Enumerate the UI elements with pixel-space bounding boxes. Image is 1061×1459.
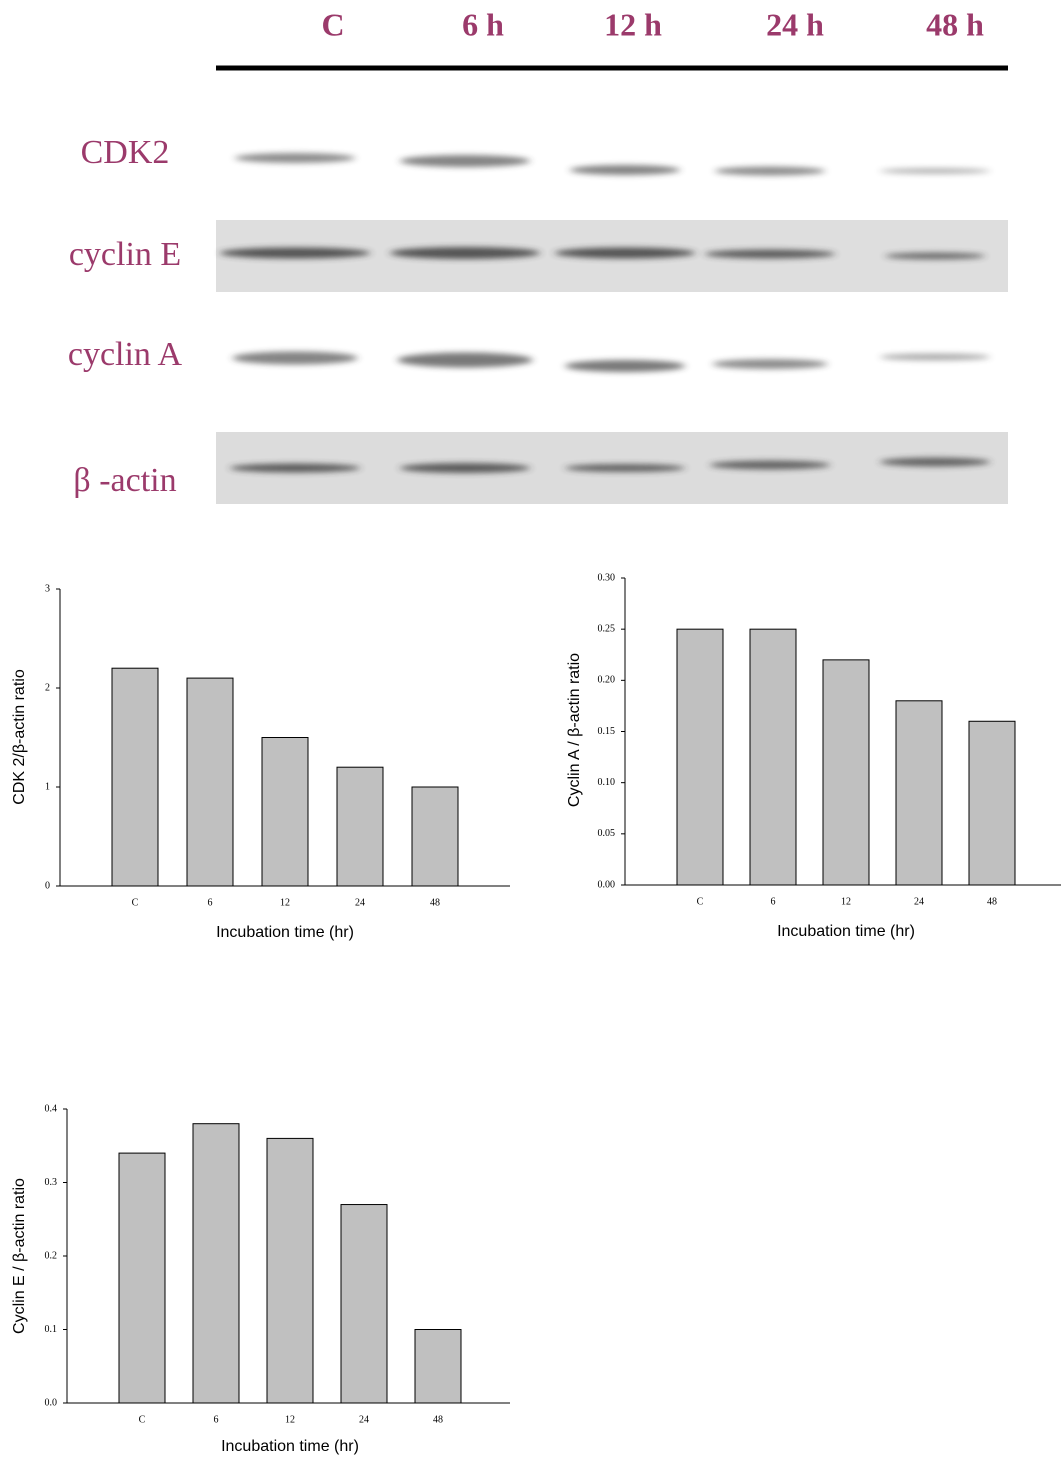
blot-band	[715, 167, 825, 176]
x-tick-label: 6	[208, 897, 213, 908]
x-tick-label: 24	[914, 896, 924, 907]
bar	[341, 1205, 387, 1403]
bar	[969, 721, 1015, 885]
row-label: cyclin E	[69, 236, 181, 273]
y-axis-label: CDK 2/β-actin ratio	[11, 669, 28, 805]
x-tick-label: 48	[430, 897, 440, 908]
blot-band	[885, 253, 985, 260]
blot-band	[705, 250, 835, 259]
y-tick-label: 0.30	[598, 572, 616, 583]
y-axis-label: Cyclin A / β-actin ratio	[566, 653, 583, 807]
bar	[823, 660, 869, 885]
y-tick-label: 2	[45, 682, 50, 693]
bar	[262, 738, 308, 887]
blot-band	[880, 458, 990, 467]
bar	[337, 767, 383, 886]
x-tick-label: 12	[841, 896, 851, 907]
bar	[112, 668, 158, 886]
lane-label: C	[321, 6, 344, 42]
y-tick-label: 0	[45, 880, 50, 891]
blot-band	[400, 463, 530, 473]
blot-band	[570, 165, 680, 175]
y-tick-label: 1	[45, 781, 50, 792]
y-tick-label: 0.3	[45, 1177, 58, 1188]
blot-band	[710, 461, 830, 470]
blot-band	[230, 464, 360, 473]
y-tick-label: 0.25	[598, 623, 616, 634]
blot-band	[880, 354, 990, 361]
bar	[267, 1138, 313, 1403]
x-axis-label: Incubation time (hr)	[221, 1438, 359, 1455]
x-tick-label: 24	[359, 1414, 369, 1425]
lane-label: 48 h	[926, 6, 984, 42]
x-axis-label: Incubation time (hr)	[777, 923, 915, 940]
y-tick-label: 0.4	[45, 1103, 58, 1114]
x-tick-label: 48	[433, 1414, 443, 1425]
x-tick-label: 48	[987, 896, 997, 907]
y-tick-label: 0.10	[598, 777, 616, 788]
x-tick-label: C	[139, 1414, 146, 1425]
blot-band	[713, 359, 828, 369]
y-tick-label: 3	[45, 583, 50, 594]
x-tick-label: 6	[214, 1414, 219, 1425]
blot-band	[565, 464, 685, 472]
blot-band	[398, 353, 533, 368]
blot-band	[233, 352, 358, 365]
y-tick-label: 0.0	[45, 1397, 58, 1408]
bar	[193, 1124, 239, 1403]
y-tick-label: 0.15	[598, 726, 616, 737]
x-axis-label: Incubation time (hr)	[216, 924, 354, 941]
x-tick-label: 12	[285, 1414, 295, 1425]
blot-band	[565, 360, 685, 372]
bar	[750, 629, 796, 885]
blot-band	[555, 248, 695, 259]
bar	[119, 1153, 165, 1403]
x-tick-label: 12	[280, 897, 290, 908]
bar	[677, 629, 723, 885]
lane-label: 12 h	[604, 6, 662, 42]
blot-band	[390, 247, 540, 259]
y-tick-label: 0.1	[45, 1324, 58, 1335]
y-axis-label: Cyclin E / β-actin ratio	[11, 1178, 28, 1334]
figure: C 6 h 12 h 24 h 48 h CDK2 cyclin E cyclin A β -a…	[0, 0, 1061, 1459]
lane-label: 24 h	[766, 6, 824, 42]
blot-band	[235, 153, 355, 163]
blot-band	[220, 248, 370, 259]
bar	[415, 1330, 461, 1404]
lane-label: 6 h	[462, 6, 504, 42]
row-label: β -actin	[73, 462, 176, 499]
bar	[896, 701, 942, 885]
x-tick-label: 24	[355, 897, 365, 908]
row-label: cyclin A	[68, 336, 183, 373]
x-tick-label: C	[132, 897, 139, 908]
y-tick-label: 0.05	[598, 828, 616, 839]
bar	[187, 678, 233, 886]
bar	[412, 787, 458, 886]
y-tick-label: 0.2	[45, 1250, 58, 1261]
x-tick-label: 6	[771, 896, 776, 907]
y-tick-label: 0.00	[598, 879, 616, 890]
y-tick-label: 0.20	[598, 675, 616, 686]
blot-band	[400, 155, 530, 167]
row-label: CDK2	[81, 134, 170, 171]
blot-band	[880, 168, 990, 174]
x-tick-label: C	[697, 896, 704, 907]
